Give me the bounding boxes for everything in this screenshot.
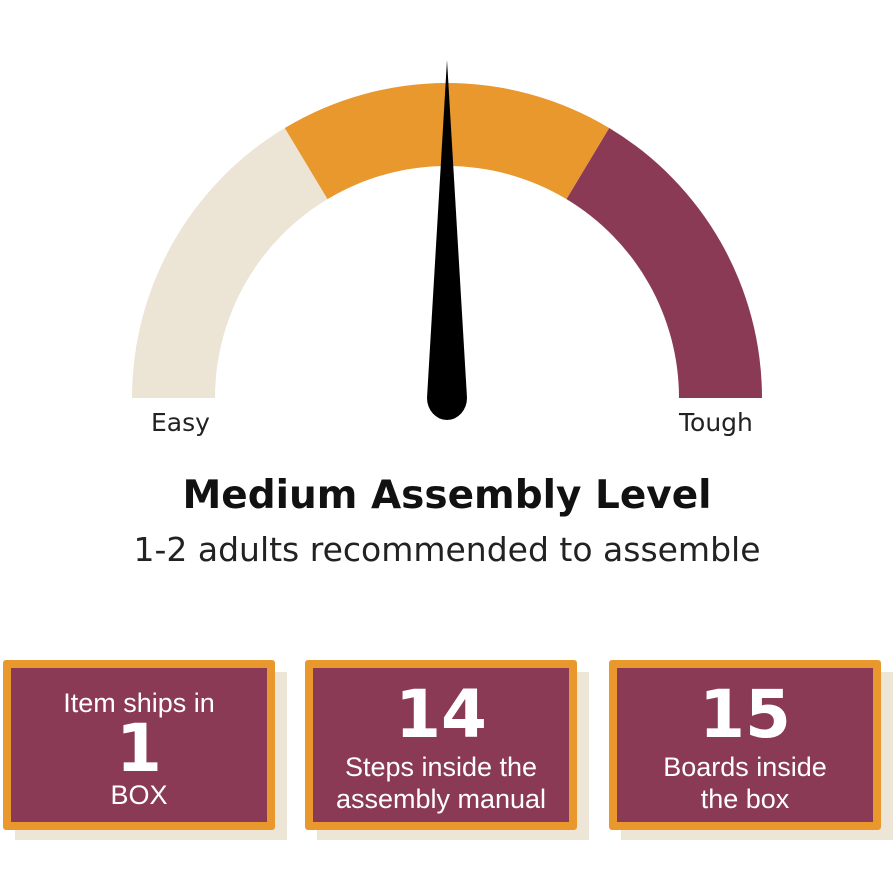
card-line2: assembly manual xyxy=(335,784,547,814)
card-line1: Boards inside xyxy=(663,752,827,782)
gauge-needle xyxy=(427,60,467,420)
card-number: 15 xyxy=(699,676,791,753)
card-boards: 15 Boards inside the box xyxy=(609,660,893,840)
card-number: 14 xyxy=(395,676,487,753)
card-bottom-text: BOX xyxy=(110,780,168,810)
card-steps: 14 Steps inside the assembly manual xyxy=(305,660,589,840)
gauge-segment-1 xyxy=(132,127,328,398)
assembly-level-subtitle: 1-2 adults recommended to assemble xyxy=(133,530,761,569)
card-line2: the box xyxy=(700,784,790,814)
difficulty-gauge xyxy=(132,60,762,420)
card-line1: Steps inside the xyxy=(344,752,538,782)
gauge-segment-3 xyxy=(566,127,762,398)
card-boxes: Item ships in 1 BOX xyxy=(3,660,287,840)
assembly-level-title: Medium Assembly Level xyxy=(182,473,712,518)
card-top-text: Item ships in xyxy=(63,688,215,718)
tough-label: Tough xyxy=(679,408,753,437)
card-number: 1 xyxy=(116,710,162,787)
easy-label: Easy xyxy=(151,408,210,437)
